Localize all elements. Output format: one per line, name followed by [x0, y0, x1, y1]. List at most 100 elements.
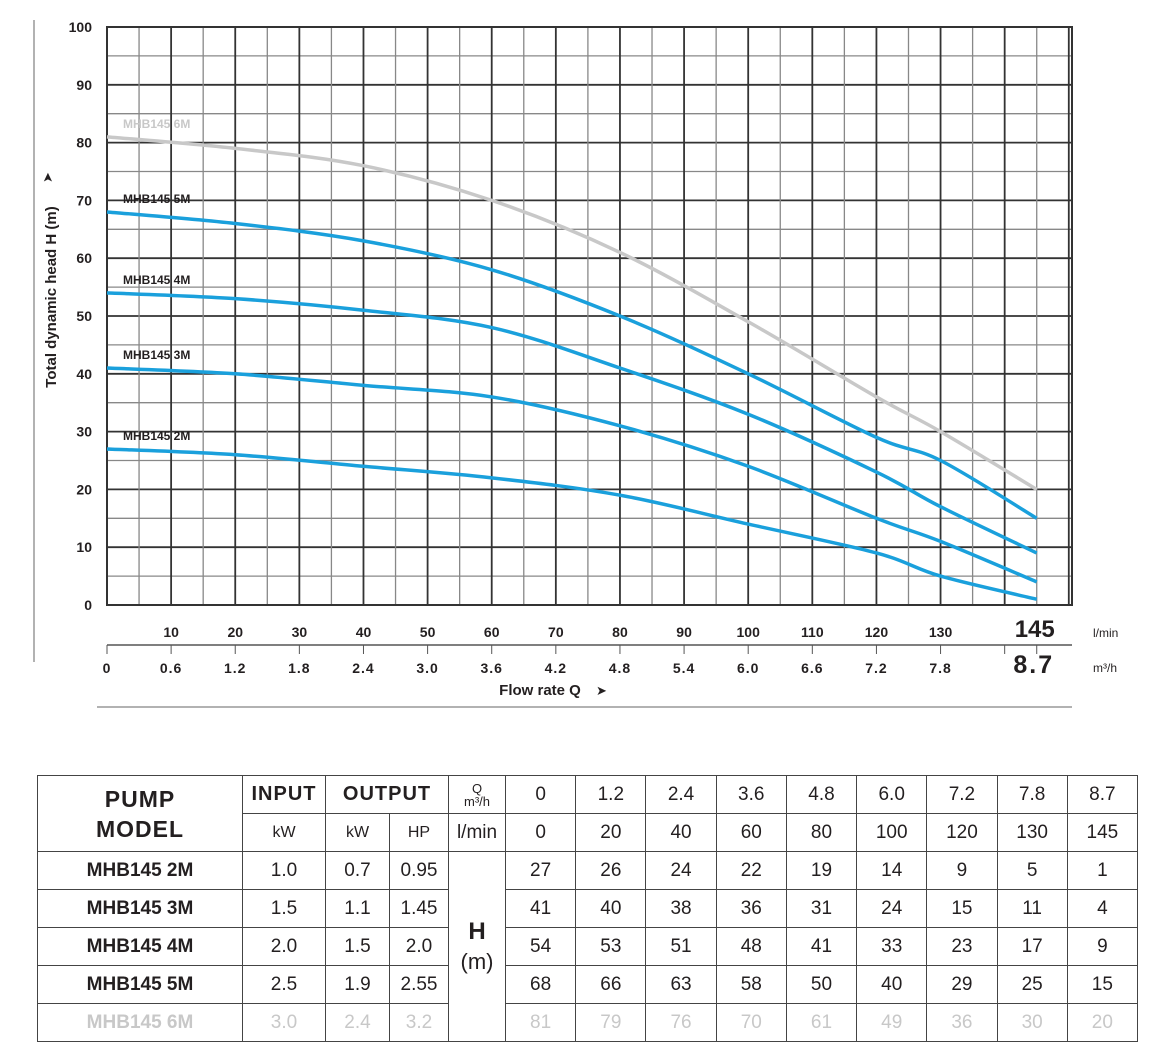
curve-label: MHB145 4M — [123, 273, 190, 287]
m3h-cell: 0 — [504, 775, 577, 814]
m3h-cell: 1.2 — [575, 775, 647, 814]
m3h-cell: 6.0 — [856, 775, 928, 814]
input-kw-cell: 3.0 — [242, 1003, 326, 1042]
lmin-cell: 80 — [785, 813, 858, 852]
h-unit: (m) — [460, 948, 494, 974]
head-cell: 30 — [996, 1003, 1068, 1042]
curves: MHB145 6M MHB145 5M MHB145 4M MHB145 3M MHB1… — [106, 117, 1038, 601]
head-cell: 49 — [856, 1003, 928, 1042]
head-cell: 5 — [996, 851, 1068, 890]
output-hp-cell: 2.55 — [389, 965, 449, 1004]
head-cell: 1 — [1066, 851, 1139, 890]
table-row: MHB145 3M 1.5 1.1 1.45 41 40 38 36 31 24 15 11 4 — [37, 889, 1139, 928]
head-cell: 15 — [926, 889, 998, 928]
y-tick-label: 30 — [76, 424, 92, 440]
y-axis-label: Total dynamic head H (m) — [43, 206, 60, 387]
output-hp-cell: 3.2 — [389, 1003, 449, 1042]
head-cell: 25 — [996, 965, 1068, 1004]
model-cell: MHB145 2M — [37, 851, 243, 890]
curve-mhb145-3m — [106, 366, 1038, 584]
input-unit: kW — [242, 813, 326, 852]
x-tick-lpm: 120 — [865, 624, 889, 640]
head-cell: 51 — [645, 927, 717, 966]
head-cell: 70 — [715, 1003, 787, 1042]
model-cell: MHB145 4M — [37, 927, 243, 966]
output-kw-unit: kW — [325, 813, 390, 852]
head-cell: 36 — [715, 889, 787, 928]
lmin-cell: 120 — [926, 813, 998, 852]
head-cell: 19 — [785, 851, 858, 890]
head-cell: 48 — [715, 927, 787, 966]
x-tick-lpm: 10 — [163, 624, 179, 640]
x-unit-lpm: l/min — [1093, 626, 1118, 640]
lmin-cell: 130 — [996, 813, 1068, 852]
lmin-cell: 60 — [715, 813, 787, 852]
table-row: MHB145 6M 3.0 2.4 3.2 81 79 76 70 61 49 36 30 20 — [37, 1003, 1139, 1042]
x-tick-m3h: 1.2 — [224, 660, 246, 676]
x-tick-m3h: 3.6 — [480, 660, 502, 676]
y-tick-label: 20 — [76, 481, 92, 497]
y-tick-label: 60 — [76, 250, 92, 266]
y-tick-label: 40 — [76, 366, 92, 382]
input-kw-cell: 1.0 — [242, 851, 326, 890]
x-tick-m3h: 7.2 — [865, 660, 887, 676]
head-cell: 58 — [715, 965, 787, 1004]
y-tick-label: 70 — [76, 192, 92, 208]
head-cell: 54 — [504, 927, 577, 966]
x-tick-lpm: 110 — [801, 624, 824, 640]
x-tick-lpm: 70 — [548, 624, 564, 640]
model-cell: MHB145 6M — [37, 1003, 243, 1042]
output-kw-cell: 0.7 — [325, 851, 390, 890]
y-tick-label: 80 — [76, 135, 92, 151]
axes: 0 10 20 30 40 50 60 70 80 90 100 Total dynamic head… — [33, 19, 1118, 708]
x-unit-m3h: m³/h — [1093, 661, 1117, 675]
x-axis-label: Flow rate Q — [499, 682, 581, 699]
h-label: H — [468, 917, 486, 945]
output-kw-cell: 1.1 — [325, 889, 390, 928]
x-tick-m3h-end: 8.7 — [1013, 651, 1054, 679]
x-tick-m3h: 4.2 — [545, 660, 567, 676]
m3h-cell: 7.2 — [926, 775, 998, 814]
table-row: MHB145 2M 1.0 0.7 0.95 H (m) 27 26 24 22 19 14 9 5 1 — [37, 851, 1139, 1042]
output-header: OUTPUT — [325, 775, 449, 814]
y-tick-label: 10 — [76, 539, 92, 555]
lmin-cell: 0 — [504, 813, 577, 852]
x-tick-m3h: 5.4 — [673, 660, 695, 676]
head-cell: 14 — [856, 851, 928, 890]
x-tick-lpm: 30 — [292, 624, 308, 640]
x-tick-lpm: 130 — [929, 624, 953, 640]
head-cell: 27 — [504, 851, 577, 890]
x-tick-m3h: 4.8 — [609, 660, 631, 676]
curve-mhb145-6m — [106, 135, 1038, 491]
curve-mhb145-2m — [106, 447, 1038, 601]
head-cell: 20 — [1066, 1003, 1139, 1042]
input-kw-cell: 1.5 — [242, 889, 326, 928]
grid — [106, 26, 1073, 606]
arrow-icon: ➤ — [40, 172, 55, 183]
lmin-cell: 145 — [1066, 813, 1139, 852]
m3h-cell: 8.7 — [1066, 775, 1139, 814]
x-tick-lpm: 100 — [737, 624, 761, 640]
head-cell: 29 — [926, 965, 998, 1004]
table-row: MHB145 5M 2.5 1.9 2.55 68 66 63 58 50 40 29 25 15 — [37, 965, 1139, 1004]
m3h-cell: 7.8 — [996, 775, 1068, 814]
input-kw-cell: 2.5 — [242, 965, 326, 1004]
y-tick-label: 50 — [76, 308, 92, 324]
x-tick-m3h: 3.0 — [416, 660, 438, 676]
curve-label: MHB145 5M — [123, 192, 190, 206]
x-tick-lpm: 80 — [612, 624, 628, 640]
head-cell: 4 — [1066, 889, 1139, 928]
head-cell: 50 — [785, 965, 858, 1004]
head-cell: 79 — [575, 1003, 647, 1042]
head-cell: 66 — [575, 965, 647, 1004]
output-hp-cell: 1.45 — [389, 889, 449, 928]
x-tick-lpm: 90 — [676, 624, 692, 640]
output-hp-cell: 0.95 — [389, 851, 449, 890]
y-tick-label: 0 — [84, 597, 92, 613]
plot-border — [106, 26, 1073, 606]
arrow-icon: ➤ — [596, 683, 607, 698]
head-cell: 9 — [926, 851, 998, 890]
lmin-cell: 40 — [645, 813, 717, 852]
